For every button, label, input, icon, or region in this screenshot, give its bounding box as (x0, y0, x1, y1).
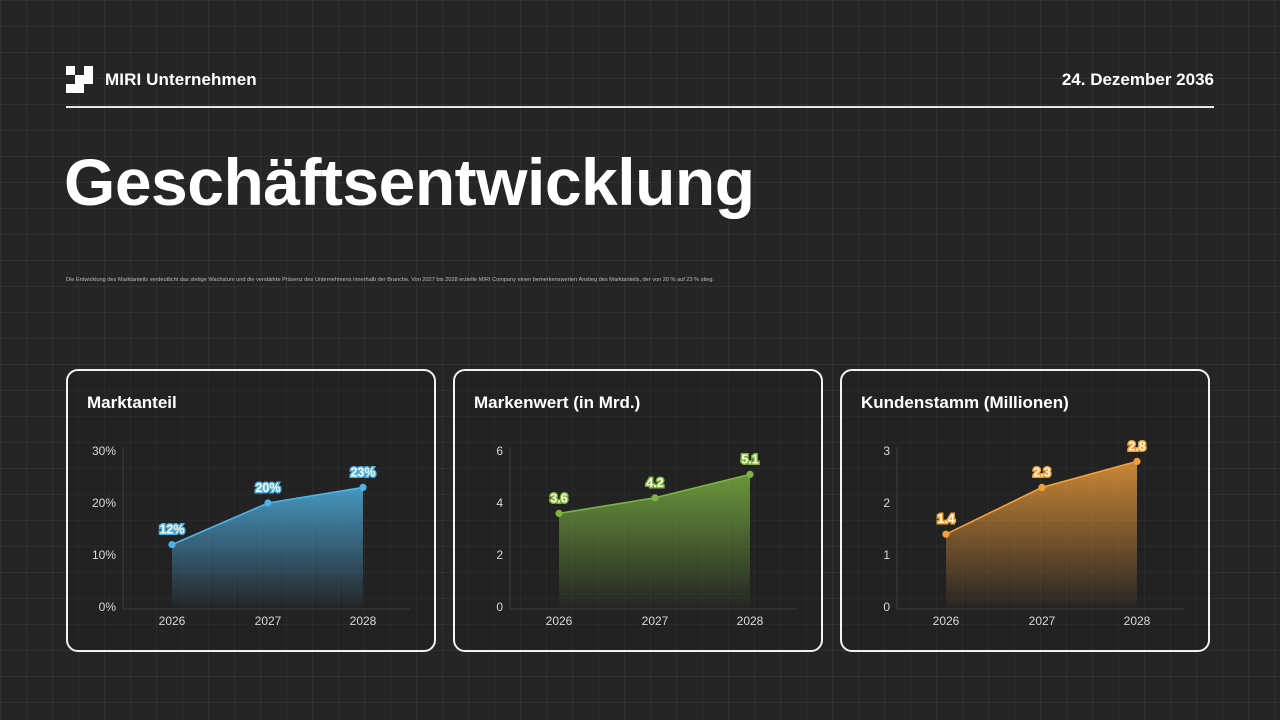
x-tick-label: 2027 (642, 614, 669, 628)
x-tick-label: 2026 (546, 614, 573, 628)
data-label: 23% (350, 465, 375, 479)
y-tick-label: 0 (883, 600, 890, 614)
header: MIRI Unternehmen 24. Dezember 2036 (66, 66, 1214, 94)
y-tick-label: 10% (92, 548, 116, 562)
data-point (359, 483, 367, 491)
y-tick-label: 20% (92, 496, 116, 510)
chart-marktanteil: 0% 10% 20% 30% 2026 2027 2028 12% 20% 23% (92, 444, 410, 628)
y-tick-label: 4 (496, 496, 503, 510)
x-tick-label: 2026 (159, 614, 186, 628)
data-point (651, 494, 659, 502)
chart-card-kundenstamm: Kundenstamm (Millionen) 0 1 2 3 2026 2027 2028… (840, 369, 1210, 652)
y-tick-label: 30% (92, 444, 116, 458)
x-tick-label: 2027 (255, 614, 282, 628)
x-tick-label: 2028 (737, 614, 764, 628)
data-point (1038, 483, 1046, 491)
series-area (946, 461, 1137, 607)
data-label: 3.6 (550, 491, 567, 505)
company-logo-icon (66, 66, 93, 93)
chart-kundenstamm: 0 1 2 3 2026 2027 2028 1.4 2.3 2.8 (883, 438, 1184, 628)
x-tick-label: 2028 (1124, 614, 1151, 628)
data-label: 20% (255, 481, 280, 495)
chart-title: Kundenstamm (Millionen) (861, 393, 1069, 412)
data-label: 2.8 (1128, 439, 1145, 453)
y-tick-label: 0 (496, 600, 503, 614)
x-tick-label: 2026 (933, 614, 960, 628)
data-label: 2.3 (1033, 465, 1050, 479)
series-area (172, 487, 363, 607)
chart-card-markenwert: Markenwert (in Mrd.) 0 2 4 6 2026 2027 2028 3.6… (453, 369, 823, 652)
data-point (942, 530, 950, 538)
header-divider (66, 106, 1214, 108)
data-point (264, 499, 272, 507)
y-tick-label: 2 (496, 548, 503, 562)
header-date: 24. Dezember 2036 (1061, 70, 1214, 89)
company-name: MIRI Unternehmen (105, 70, 257, 89)
data-label: 4.2 (646, 476, 663, 490)
y-tick-label: 1 (883, 548, 890, 562)
y-tick-label: 6 (496, 444, 503, 458)
data-label: 12% (159, 523, 184, 537)
series-area (559, 474, 750, 607)
chart-title: Marktanteil (87, 393, 177, 412)
page-description: Die Entwicklung des Marktanteils verdeut… (66, 277, 715, 283)
x-tick-label: 2027 (1029, 614, 1056, 628)
page-title: Geschäftsentwicklung (64, 145, 755, 219)
y-tick-label: 0% (99, 600, 117, 614)
data-point (1133, 457, 1141, 465)
data-point (168, 541, 176, 549)
data-label: 1.4 (937, 512, 954, 526)
y-tick-label: 2 (883, 496, 890, 510)
data-point (746, 470, 754, 478)
data-point (555, 509, 563, 517)
chart-markenwert: 0 2 4 6 2026 2027 2028 3.6 4.2 5.1 (496, 444, 797, 628)
chart-title: Markenwert (in Mrd.) (474, 393, 641, 412)
x-tick-label: 2028 (350, 614, 377, 628)
chart-card-marktanteil: Marktanteil 0% 10% 20% 30% 2026 2027 2028 12% 20… (66, 369, 436, 652)
y-tick-label: 3 (883, 444, 890, 458)
data-label: 5.1 (741, 452, 758, 466)
